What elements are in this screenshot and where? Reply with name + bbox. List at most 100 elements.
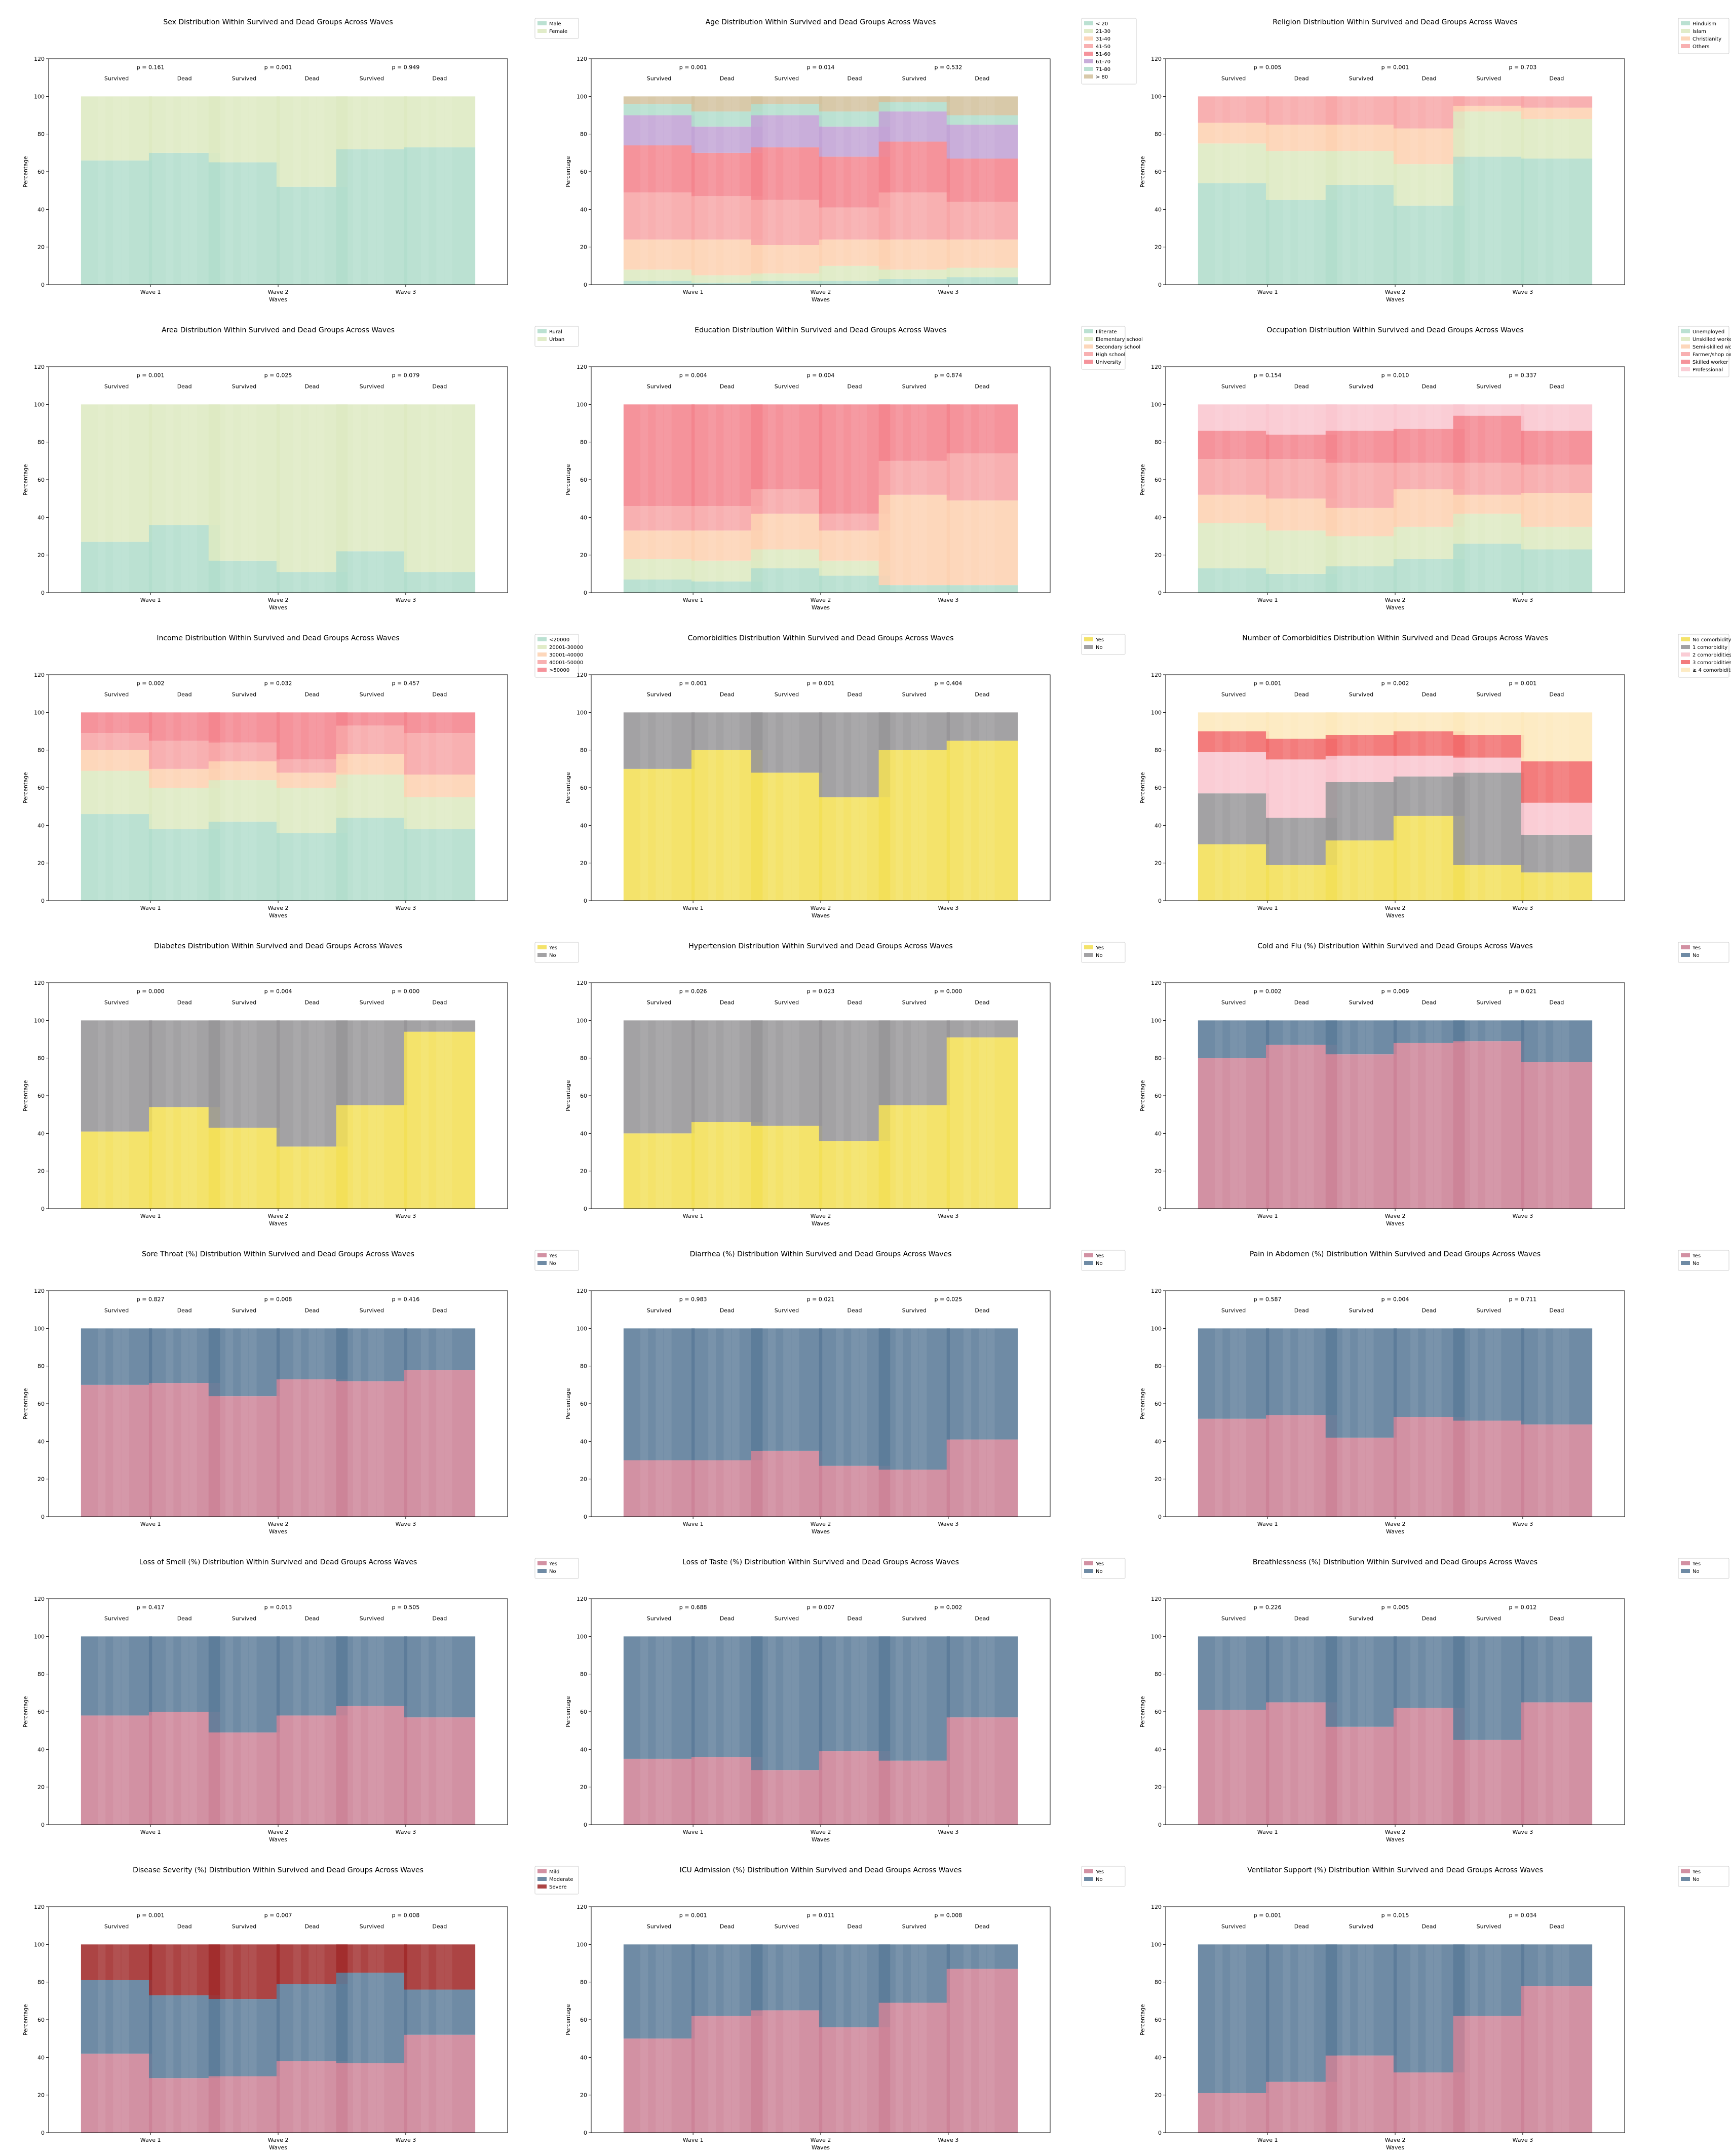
bar-segment xyxy=(404,1020,476,1032)
bar-stripe xyxy=(1561,712,1569,901)
bar-stripe xyxy=(1238,1328,1246,1517)
legend-box xyxy=(1081,18,1137,85)
bar-stripe xyxy=(1493,96,1502,285)
group-label: Survived xyxy=(775,75,799,82)
bar-segment xyxy=(1453,2016,1525,2133)
y-tick-label: 120 xyxy=(576,980,587,986)
bar-segment xyxy=(946,1717,1018,1825)
group-label: Dead xyxy=(305,383,320,390)
bar-segment xyxy=(1453,757,1525,773)
bar-stripe xyxy=(1410,1020,1418,1209)
group-label: Dead xyxy=(848,1615,862,1622)
bar-stripe xyxy=(708,1944,716,2133)
group-label: Dead xyxy=(1549,1615,1564,1622)
group-label: Survived xyxy=(104,1615,129,1622)
x-tick-label: Wave 1 xyxy=(1257,597,1278,603)
group-label: Dead xyxy=(305,691,320,698)
x-tick-label: Wave 1 xyxy=(140,1521,161,1527)
subplot-title: Ventilator Support (%) Distribution With… xyxy=(1247,1866,1543,1874)
bar-segment xyxy=(81,1715,152,1825)
bar-segment xyxy=(336,818,408,901)
bar-stripe xyxy=(791,712,799,901)
bar-segment xyxy=(81,1636,152,1716)
bar-stripe xyxy=(113,712,121,901)
legend-label: 30001-40000 xyxy=(549,652,583,658)
group-label: Survived xyxy=(902,1923,927,1930)
legend-label: <20000 xyxy=(549,637,569,643)
y-axis-label: Percentage xyxy=(1139,2004,1146,2035)
bar-stripe xyxy=(1238,404,1246,593)
subplot-9: Number of Comorbidities Distribution Wit… xyxy=(1139,634,1731,919)
bar-segment xyxy=(148,1328,220,1383)
legend-swatch xyxy=(537,953,547,957)
bar-stripe xyxy=(1298,1636,1306,1825)
bar-stripe xyxy=(121,712,129,901)
x-tick-label: Wave 3 xyxy=(1513,1521,1533,1527)
y-tick-label: 120 xyxy=(576,56,587,62)
bar-stripe xyxy=(859,96,867,285)
bar-stripe xyxy=(1358,1328,1366,1517)
bar-stripe xyxy=(1342,1328,1351,1517)
bar-stripe xyxy=(1410,1944,1418,2133)
bar-segment xyxy=(1325,1636,1397,1727)
bar-stripe xyxy=(1230,1020,1238,1209)
bar-stripe xyxy=(1485,96,1493,285)
p-value-label: p = 0.001 xyxy=(1381,64,1409,70)
y-tick-label: 40 xyxy=(580,1438,587,1445)
p-value-label: p = 0.005 xyxy=(1381,1604,1409,1610)
bar-segment xyxy=(751,1020,823,1126)
bar-stripe xyxy=(166,96,174,285)
bar-segment xyxy=(208,404,280,561)
legend-label: > 80 xyxy=(1096,74,1108,80)
bar-stripe xyxy=(353,1328,361,1517)
p-value-label: p = 0.505 xyxy=(392,1604,420,1610)
bar-segment xyxy=(878,192,950,240)
bar-stripe xyxy=(919,404,927,593)
bar-segment xyxy=(336,2063,408,2133)
bar-stripe xyxy=(1215,712,1223,901)
bar-segment xyxy=(946,277,1018,285)
x-tick-label: Wave 3 xyxy=(396,2137,416,2143)
subplot-18: Breathlessness (%) Distribution Within S… xyxy=(1139,1558,1729,1843)
legend-swatch xyxy=(1681,652,1690,657)
bar-segment xyxy=(878,102,950,112)
group-label: Survived xyxy=(232,75,256,82)
bar-segment xyxy=(404,1328,476,1370)
bar-stripe xyxy=(791,1020,799,1209)
bar-stripe xyxy=(1238,712,1246,901)
bar-stripe xyxy=(249,1944,257,2133)
bar-segment xyxy=(623,768,695,901)
x-tick-label: Wave 1 xyxy=(1257,2137,1278,2143)
bar-stripe xyxy=(189,1328,197,1517)
legend-swatch xyxy=(1681,1253,1690,1257)
bar-segment xyxy=(751,245,823,274)
bar-segment xyxy=(946,712,1018,741)
bar-stripe xyxy=(1298,1944,1306,2133)
bar-stripe xyxy=(368,712,376,901)
bar-stripe xyxy=(1366,96,1374,285)
y-tick-label: 80 xyxy=(37,439,45,446)
bar-segment xyxy=(946,96,1018,115)
bar-stripe xyxy=(911,1636,919,1825)
bar-stripe xyxy=(987,1020,995,1209)
legend-label: No xyxy=(1692,1261,1700,1266)
y-tick-label: 80 xyxy=(37,1671,45,1678)
bar-segment xyxy=(1521,493,1593,527)
bar-stripe xyxy=(189,404,197,593)
y-tick-label: 60 xyxy=(1155,1709,1162,1715)
bar-stripe xyxy=(1493,1328,1502,1517)
bar-stripe xyxy=(664,712,672,901)
legend-label: Yes xyxy=(1095,1253,1104,1259)
bar-stripe xyxy=(851,1636,859,1825)
legend-swatch xyxy=(1681,329,1690,333)
bar-segment xyxy=(1198,123,1270,144)
bar-stripe xyxy=(1434,712,1442,901)
bar-segment xyxy=(691,404,763,507)
y-tick-label: 120 xyxy=(576,1288,587,1294)
x-tick-label: Wave 2 xyxy=(811,905,831,911)
bar-stripe xyxy=(895,404,904,593)
y-axis-label: Percentage xyxy=(565,2004,571,2035)
bar-segment xyxy=(1393,1417,1465,1517)
x-axis-label: Waves xyxy=(269,1528,287,1535)
